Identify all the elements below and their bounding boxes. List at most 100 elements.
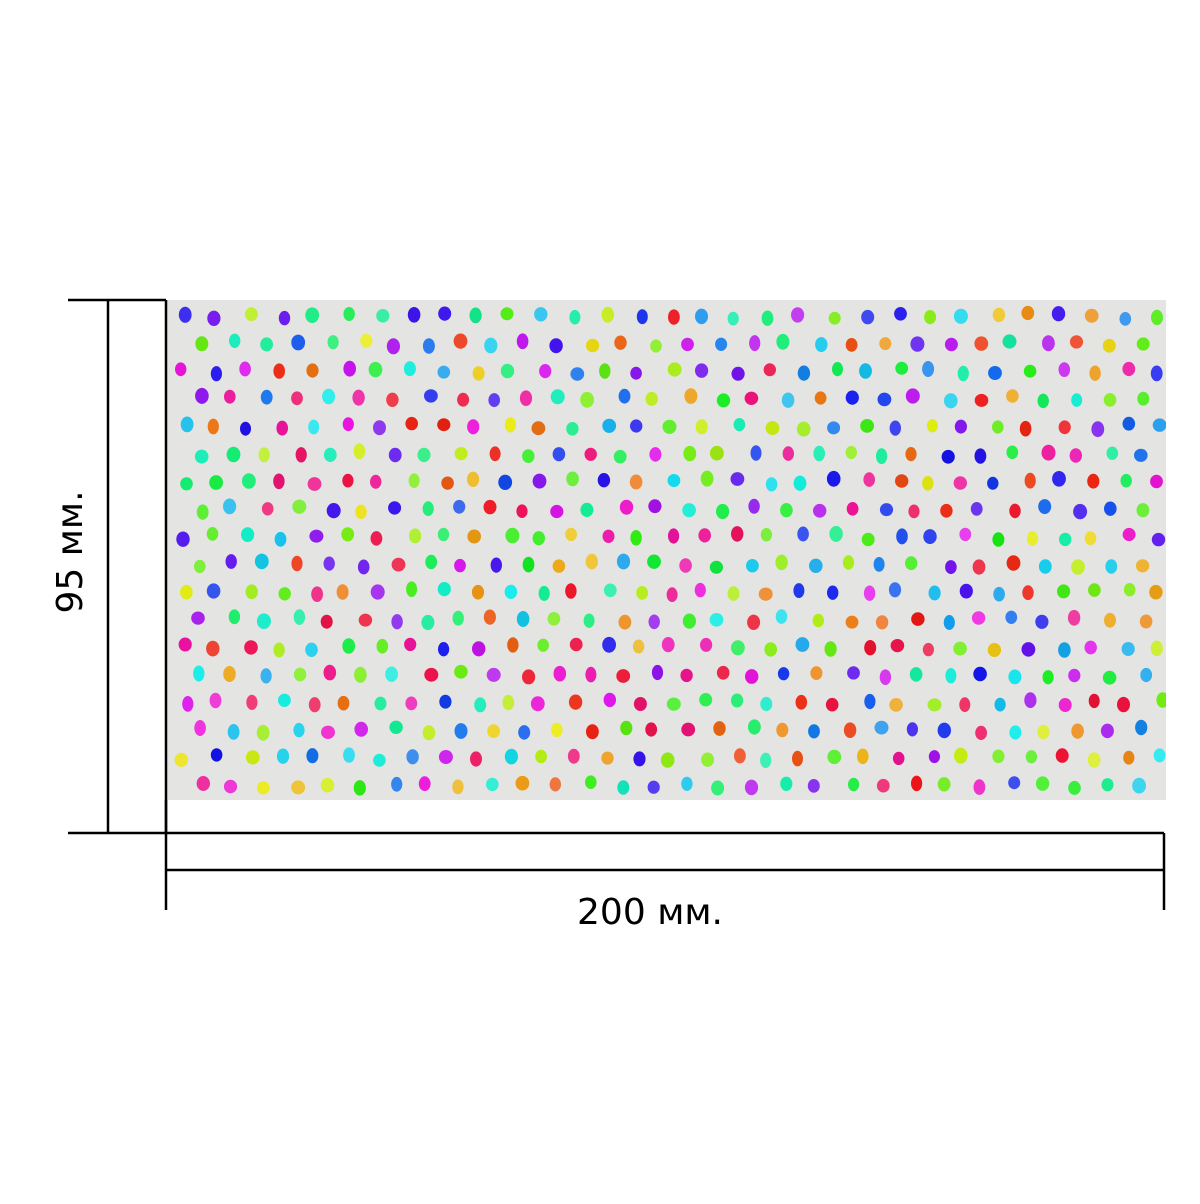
dot	[953, 476, 967, 490]
dot	[1088, 583, 1101, 597]
dot	[454, 447, 468, 461]
dot	[645, 722, 658, 737]
dot	[845, 338, 858, 352]
dot	[1041, 444, 1056, 461]
dot	[276, 420, 289, 436]
dot	[408, 473, 420, 489]
dot	[889, 698, 903, 712]
dot	[905, 556, 918, 571]
dot	[1106, 446, 1119, 460]
dot	[813, 503, 827, 518]
dot	[1057, 584, 1071, 599]
dot	[1151, 309, 1163, 326]
dot	[873, 557, 885, 572]
dot	[534, 307, 548, 322]
dot	[278, 310, 291, 326]
dot	[928, 585, 941, 601]
dot	[681, 337, 694, 352]
dot	[550, 389, 565, 405]
dot	[716, 393, 731, 408]
dot	[750, 445, 762, 461]
dot	[438, 306, 452, 321]
dot	[975, 725, 987, 741]
dot	[353, 443, 366, 460]
dot	[343, 747, 355, 763]
dot	[1042, 335, 1055, 352]
dot	[909, 667, 923, 682]
dot	[629, 474, 643, 490]
dot	[602, 636, 616, 653]
dot	[454, 558, 466, 573]
dot	[439, 694, 452, 709]
dot	[385, 666, 398, 682]
dot	[1006, 389, 1019, 403]
dot	[389, 720, 403, 734]
dot	[584, 447, 597, 461]
dot	[261, 502, 274, 516]
dot	[1087, 752, 1101, 768]
dot	[538, 585, 550, 601]
dot	[515, 775, 530, 791]
dot	[775, 554, 788, 571]
dot	[876, 448, 888, 465]
dot	[782, 446, 794, 461]
dot	[973, 779, 986, 795]
width-label: 200 мм.	[577, 892, 723, 933]
dot	[293, 609, 306, 625]
dot	[809, 558, 823, 573]
dot	[306, 748, 319, 764]
dot	[617, 780, 630, 795]
dot	[386, 338, 400, 355]
dot	[1068, 668, 1081, 683]
dot	[391, 557, 406, 572]
dot	[645, 391, 658, 406]
dot	[406, 581, 418, 597]
dot	[1068, 780, 1081, 795]
dot	[636, 586, 648, 600]
dot	[780, 503, 793, 518]
dot	[776, 722, 789, 738]
dot	[911, 775, 923, 792]
dot	[1121, 642, 1135, 656]
dot	[323, 556, 335, 571]
dot	[792, 750, 803, 767]
dot	[630, 419, 643, 433]
dot	[992, 749, 1005, 764]
dot	[710, 445, 724, 461]
dot	[241, 527, 255, 542]
dot	[1058, 698, 1072, 712]
dot	[343, 360, 357, 377]
dot	[239, 361, 251, 377]
dot	[206, 527, 219, 541]
dot	[498, 474, 513, 490]
dot	[793, 583, 805, 599]
dot	[226, 446, 241, 463]
dot	[403, 361, 416, 377]
dot	[307, 477, 322, 491]
dot	[1037, 724, 1050, 740]
dot	[454, 664, 468, 679]
dot	[516, 611, 530, 627]
dot	[178, 637, 192, 652]
dot	[661, 637, 675, 653]
dot	[360, 333, 373, 348]
dot	[245, 307, 258, 322]
dot	[758, 587, 773, 601]
dot	[749, 335, 761, 352]
dot	[953, 641, 967, 656]
dot	[972, 559, 986, 575]
dot	[780, 776, 793, 791]
dot	[649, 447, 662, 462]
dot	[327, 335, 339, 350]
dot	[467, 471, 480, 487]
dot	[1009, 725, 1022, 740]
dot	[943, 615, 955, 630]
dot	[797, 365, 811, 381]
dot	[613, 449, 627, 464]
dot	[391, 614, 403, 630]
dot	[874, 720, 889, 735]
dot	[519, 390, 533, 407]
dot	[890, 639, 905, 653]
dot	[727, 586, 740, 601]
dot	[1136, 503, 1150, 518]
